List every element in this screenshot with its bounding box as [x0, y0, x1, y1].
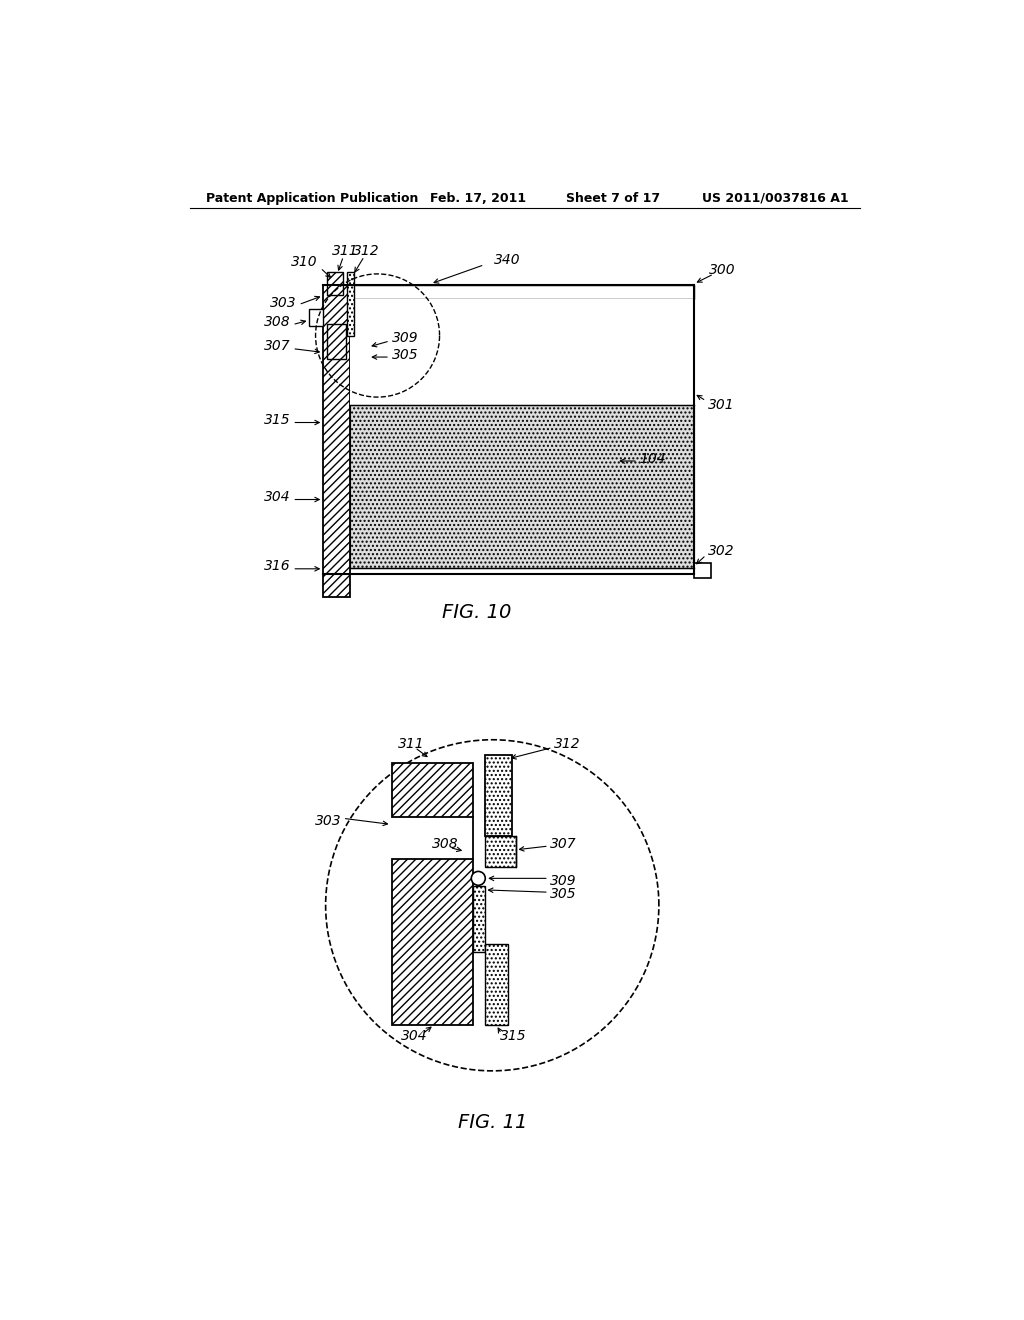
Text: 303: 303	[270, 296, 297, 310]
Text: 315: 315	[500, 1030, 526, 1043]
Polygon shape	[328, 272, 343, 296]
Polygon shape	[350, 285, 693, 300]
Text: 311: 311	[397, 737, 424, 751]
Text: 312: 312	[353, 244, 380, 257]
Text: 301: 301	[708, 397, 734, 412]
Text: 305: 305	[550, 887, 577, 900]
Text: 309: 309	[550, 874, 577, 887]
Text: 303: 303	[314, 813, 341, 828]
Polygon shape	[693, 562, 711, 578]
Polygon shape	[484, 755, 512, 836]
Text: 311: 311	[332, 244, 358, 257]
Polygon shape	[324, 285, 350, 598]
Text: 340: 340	[495, 253, 521, 267]
Text: 308: 308	[264, 315, 291, 330]
Text: Sheet 7 of 17: Sheet 7 of 17	[566, 191, 660, 205]
Polygon shape	[328, 323, 346, 359]
Polygon shape	[484, 944, 508, 1024]
Text: FIG. 11: FIG. 11	[458, 1113, 527, 1133]
Polygon shape	[484, 836, 515, 867]
Polygon shape	[391, 763, 473, 817]
Text: 308: 308	[432, 837, 459, 850]
Text: Patent Application Publication: Patent Application Publication	[206, 191, 418, 205]
Polygon shape	[350, 300, 693, 405]
Text: 304: 304	[264, 490, 291, 504]
Text: 302: 302	[708, 544, 734, 558]
Text: 307: 307	[550, 837, 577, 850]
Text: 104: 104	[640, 451, 667, 466]
Circle shape	[471, 871, 485, 886]
Text: 312: 312	[554, 737, 581, 751]
Text: Feb. 17, 2011: Feb. 17, 2011	[430, 191, 526, 205]
Text: 304: 304	[401, 1030, 428, 1043]
Text: 310: 310	[292, 255, 318, 269]
Text: FIG. 10: FIG. 10	[442, 603, 511, 622]
Text: US 2011/0037816 A1: US 2011/0037816 A1	[701, 191, 848, 205]
Polygon shape	[391, 859, 473, 1024]
Text: 305: 305	[391, 347, 418, 362]
Text: 309: 309	[391, 331, 418, 345]
Text: 316: 316	[264, 560, 291, 573]
Text: 300: 300	[710, 263, 736, 277]
Text: 315: 315	[264, 413, 291, 428]
Polygon shape	[350, 405, 693, 568]
Polygon shape	[473, 886, 484, 952]
Polygon shape	[347, 272, 353, 335]
Text: 307: 307	[264, 338, 291, 352]
Polygon shape	[309, 309, 324, 326]
